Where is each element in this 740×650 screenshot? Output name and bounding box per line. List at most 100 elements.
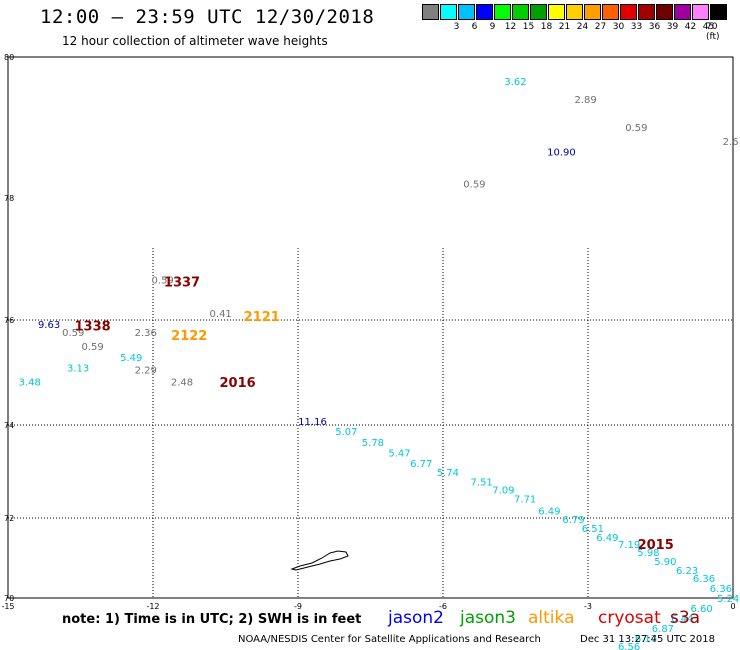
- wave-height-reading: 5.98: [637, 548, 659, 559]
- legend-label: 30: [612, 22, 625, 32]
- map-title: 12:00 — 23:59 UTC 12/30/2018: [40, 6, 375, 28]
- lon-tick-label: -9: [294, 602, 302, 611]
- legend-label: 15: [522, 22, 535, 32]
- pass-time-label: 1337: [164, 275, 200, 290]
- wave-height-reading: 6.56: [618, 642, 640, 650]
- lat-tick-label: 80: [4, 53, 14, 62]
- generated-timestamp: Dec 31 13:27:45 UTC 2018: [580, 634, 715, 645]
- lon-tick-label: -6: [439, 602, 447, 611]
- wave-height-reading: 6.79: [562, 515, 584, 526]
- legend-swatch: [458, 4, 475, 20]
- lon-tick-label: -15: [1, 602, 14, 611]
- wave-height-reading: 2.36: [135, 328, 157, 339]
- lat-tick-label: 70: [4, 594, 14, 603]
- wave-height-reading: 7.51: [471, 477, 493, 488]
- legend-label: 9: [489, 22, 496, 32]
- wave-height-reading: 6.17: [635, 634, 657, 645]
- pass-time-label: 2122: [171, 329, 207, 344]
- wave-height-reading: 3.13: [67, 363, 89, 374]
- pass-time-label: 2015: [638, 538, 674, 553]
- map-subtitle: 12 hour collection of altimeter wave hei…: [62, 34, 328, 48]
- lat-tick-label: 78: [4, 194, 14, 203]
- wave-height-reading: 3.48: [19, 378, 41, 389]
- wave-height-reading: 7.19: [618, 540, 640, 551]
- lon-tick-label: -3: [584, 602, 592, 611]
- island-outline: [290, 550, 349, 571]
- legend-swatch: [638, 4, 655, 20]
- wave-height-reading: 0.59: [625, 123, 647, 134]
- wave-height-reading: 2.89: [574, 95, 596, 106]
- credit-line: NOAA/NESDIS Center for Satellite Applica…: [238, 634, 541, 645]
- wave-height-reading: 6.51: [582, 524, 604, 535]
- pass-time-label: 1338: [74, 320, 110, 335]
- wave-height-reading: 6.36: [693, 574, 715, 585]
- wave-height-reading: 0.59: [152, 275, 174, 286]
- legend-label: 21: [558, 22, 571, 32]
- legend-swatch: [512, 4, 529, 20]
- satellite-name: s3a: [670, 608, 701, 628]
- wave-height-reading: 0.59: [463, 179, 485, 190]
- lat-tick-label: 76: [4, 316, 14, 325]
- wave-height-reading: 5.07: [335, 427, 357, 438]
- wave-height-reading: 10.90: [547, 148, 576, 159]
- legend-label: 18: [540, 22, 553, 32]
- wave-height-reading: 2.29: [135, 366, 157, 377]
- legend-label: 6: [471, 22, 478, 32]
- legend-swatch: [710, 4, 727, 20]
- wave-height-reading: 0.59: [62, 328, 84, 339]
- legend-label: 42: [684, 22, 697, 32]
- lat-tick-label: 72: [4, 514, 14, 523]
- lat-tick-label: 74: [4, 421, 14, 430]
- wave-height-reading: 7.09: [492, 485, 514, 496]
- wave-height-reading: 6.49: [596, 533, 618, 544]
- legend-label: 39: [666, 22, 679, 32]
- wave-height-reading: 5.24: [717, 594, 739, 605]
- satellite-name: altika: [528, 608, 575, 628]
- wave-height-reading: 0.41: [210, 309, 232, 320]
- wave-height-reading: 6.23: [676, 566, 698, 577]
- wave-height-reading: 5.74: [437, 468, 459, 479]
- legend-swatch: [674, 4, 691, 20]
- wave-height-reading: 6.87: [652, 624, 674, 635]
- satellite-name: jason2: [388, 608, 444, 628]
- footer-note: note: 1) Time is in UTC; 2) SWH is in fe…: [62, 612, 362, 627]
- legend-label: 33: [630, 22, 643, 32]
- legend-swatch: [566, 4, 583, 20]
- wave-height-reading: 9.63: [38, 320, 60, 331]
- satellite-name: cryosat: [598, 608, 661, 628]
- wave-height-reading: 11.16: [298, 417, 327, 428]
- legend-swatch: [440, 4, 457, 20]
- wave-height-reading: 5.49: [120, 353, 142, 364]
- legend-swatch: [530, 4, 547, 20]
- legend-swatch: [548, 4, 565, 20]
- legend-swatch: [584, 4, 601, 20]
- wave-height-reading: 6.49: [538, 506, 560, 517]
- wave-height-reading: 5.90: [654, 557, 676, 568]
- legend-unit: 70 (ft): [706, 22, 720, 42]
- lon-tick-label: 0: [730, 602, 735, 611]
- legend-swatch: [656, 4, 673, 20]
- wave-height-reading: 7.71: [514, 495, 536, 506]
- legend-label: 3: [453, 22, 460, 32]
- legend-label: 27: [594, 22, 607, 32]
- pass-time-label: 2016: [219, 376, 255, 391]
- legend-swatch: [476, 4, 493, 20]
- legend-swatch: [602, 4, 619, 20]
- legend-swatch: [422, 4, 439, 20]
- wave-height-reading: 5.47: [388, 449, 410, 460]
- legend-label: 45: [702, 22, 715, 32]
- legend-label: 36: [648, 22, 661, 32]
- wave-height-reading: 6.77: [410, 459, 432, 470]
- wave-height-reading: 6.60: [690, 604, 712, 615]
- legend-swatch: [692, 4, 709, 20]
- wave-height-reading: 3.62: [504, 77, 526, 88]
- legend-swatch: [494, 4, 511, 20]
- satellite-name: jason3: [460, 608, 516, 628]
- wave-height-reading: 5.78: [362, 438, 384, 449]
- pass-time-label: 2121: [244, 310, 280, 325]
- legend-label: 24: [576, 22, 589, 32]
- wave-height-reading: 2.48: [171, 378, 193, 389]
- lon-tick-label: -12: [146, 602, 159, 611]
- wave-height-reading: 6.44: [671, 614, 693, 625]
